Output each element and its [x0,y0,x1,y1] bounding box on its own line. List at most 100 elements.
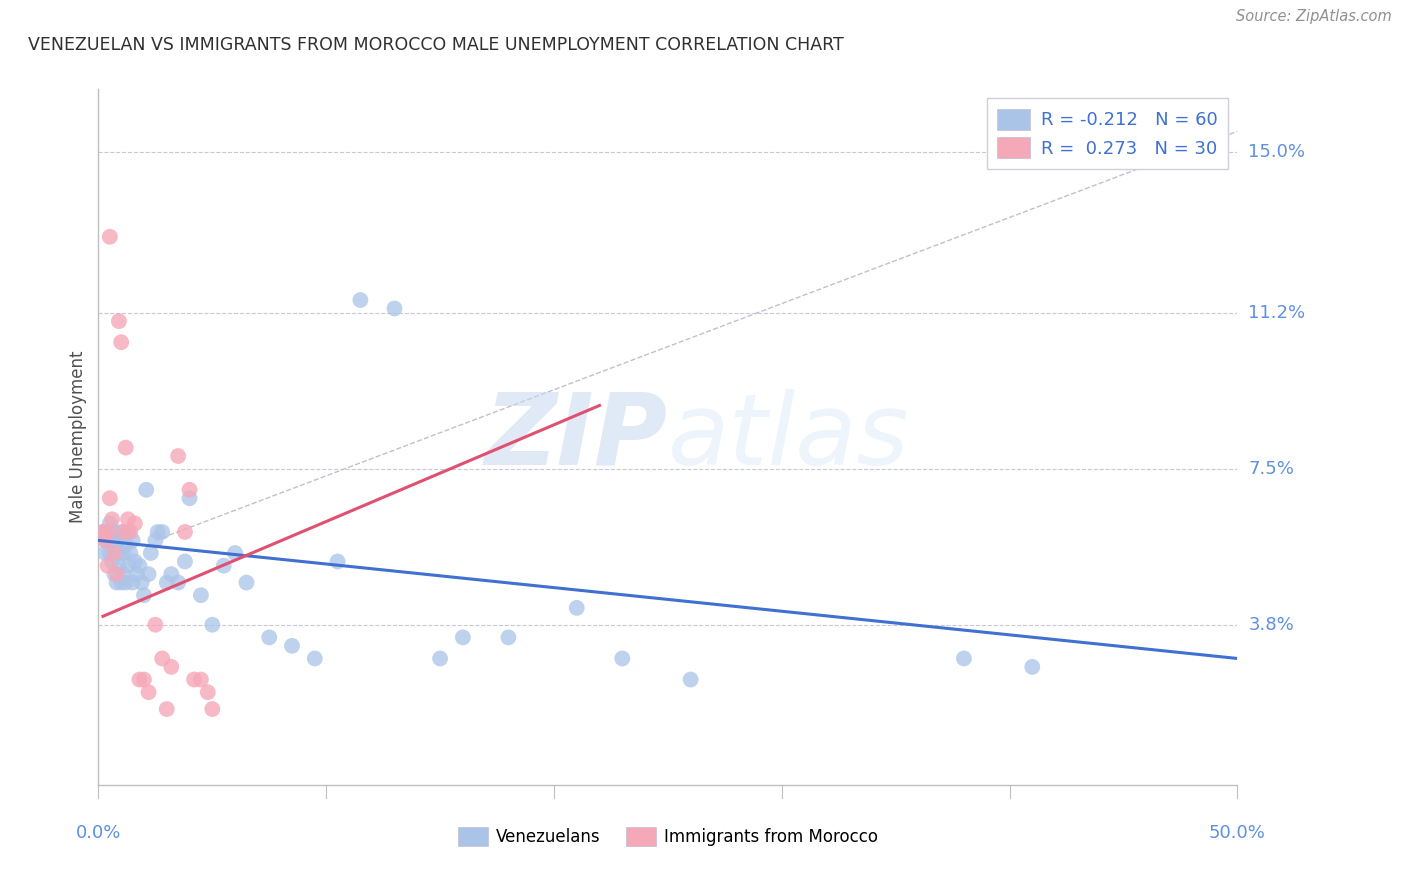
Point [96,524,118,539]
Point [565,600,588,615]
Point [114,441,136,455]
Point [304,651,326,665]
Point [498,631,520,645]
Point [235,575,257,590]
Text: 11.2%: 11.2% [1249,303,1306,322]
Point [212,558,235,573]
Point [120,524,142,539]
Point [108,314,131,328]
Point [145,533,167,548]
Text: Source: ZipAtlas.com: Source: ZipAtlas.com [1236,9,1392,24]
Point [150,524,173,539]
Point [150,651,173,665]
Point [112,567,135,582]
Text: 7.5%: 7.5% [1249,459,1295,478]
Point [105,567,128,582]
Point [145,617,167,632]
Point [138,685,160,699]
Point [101,512,124,526]
Point [105,575,128,590]
Point [174,554,197,568]
Point [117,524,139,539]
Point [135,483,157,497]
Point [139,546,162,560]
Point [128,558,150,573]
Text: ZIP: ZIP [485,389,668,485]
Point [384,301,406,316]
Point [103,524,125,539]
Point [110,524,132,539]
Point [160,567,183,582]
Point [156,702,179,716]
Point [117,512,139,526]
Point [146,524,169,539]
Point [179,483,201,497]
Point [167,575,190,590]
Point [679,673,702,687]
Text: VENEZUELAN VS IMMIGRANTS FROM MOROCCO MALE UNEMPLOYMENT CORRELATION CHART: VENEZUELAN VS IMMIGRANTS FROM MOROCCO MA… [28,36,844,54]
Point [110,335,132,350]
Point [201,702,224,716]
Point [103,546,125,560]
Point [121,533,143,548]
Point [101,554,124,568]
Point [160,660,183,674]
Point [183,673,205,687]
Text: atlas: atlas [668,389,910,485]
Point [112,546,135,560]
Point [114,538,136,552]
Point [167,449,190,463]
Point [197,685,219,699]
Point [91,524,114,539]
Point [132,673,155,687]
Point [98,516,121,531]
Point [612,651,634,665]
Point [124,516,146,531]
Text: 15.0%: 15.0% [1249,144,1305,161]
Point [953,651,976,665]
Point [94,546,117,560]
Point [190,588,212,602]
Text: 3.8%: 3.8% [1249,615,1294,633]
Point [156,575,179,590]
Point [103,567,125,582]
Point [190,673,212,687]
Point [132,588,155,602]
Legend: Venezuelans, Immigrants from Morocco: Venezuelans, Immigrants from Morocco [451,821,884,853]
Point [108,558,131,573]
Point [110,575,132,590]
Point [101,533,124,548]
Point [201,617,224,632]
Point [174,524,197,539]
Point [451,631,474,645]
Point [138,567,160,582]
Point [98,546,121,560]
Point [120,546,142,560]
Point [108,546,131,560]
Point [326,554,349,568]
Point [96,558,118,573]
Y-axis label: Male Unemployment: Male Unemployment [69,351,87,524]
Point [281,639,304,653]
Point [349,293,371,307]
Point [121,575,143,590]
Point [124,554,146,568]
Text: 0.0%: 0.0% [76,824,121,842]
Point [224,546,246,560]
Point [127,567,149,582]
Point [112,524,135,539]
Point [94,533,117,548]
Point [179,491,201,506]
Point [128,673,150,687]
Point [259,631,281,645]
Point [105,533,128,548]
Point [131,575,153,590]
Point [117,558,139,573]
Point [94,533,117,548]
Point [114,575,136,590]
Text: 50.0%: 50.0% [1209,824,1265,842]
Point [1021,660,1043,674]
Point [96,524,118,539]
Point [429,651,451,665]
Point [98,491,121,506]
